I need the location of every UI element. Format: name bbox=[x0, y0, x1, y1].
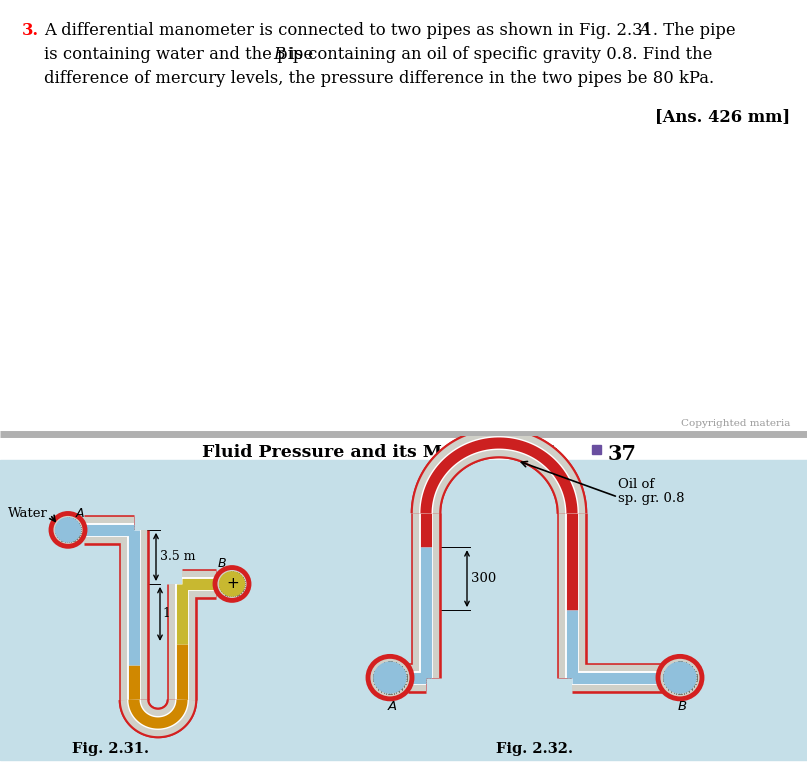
Text: +: + bbox=[227, 576, 240, 591]
Text: Fig. 2.31.: Fig. 2.31. bbox=[72, 742, 148, 756]
Text: 3.5 m: 3.5 m bbox=[160, 551, 195, 563]
Text: is containing water and the pipe: is containing water and the pipe bbox=[44, 46, 319, 63]
Circle shape bbox=[51, 513, 85, 546]
Text: Fluid Pressure and its Measurement: Fluid Pressure and its Measurement bbox=[203, 444, 558, 461]
Circle shape bbox=[368, 657, 412, 699]
Bar bbox=[0, 460, 807, 760]
Text: [Ans. 426 mm]: [Ans. 426 mm] bbox=[654, 108, 790, 125]
Text: h: h bbox=[132, 650, 141, 663]
Text: B: B bbox=[677, 700, 687, 713]
Text: 1 m: 1 m bbox=[163, 608, 186, 620]
Text: A differential manometer is connected to two pipes as shown in Fig. 2.31. The pi: A differential manometer is connected to… bbox=[44, 22, 741, 39]
Text: Water: Water bbox=[8, 507, 48, 520]
Circle shape bbox=[220, 572, 245, 596]
Circle shape bbox=[56, 518, 81, 542]
Text: Oil of: Oil of bbox=[618, 478, 654, 492]
Text: A: A bbox=[387, 700, 396, 713]
Text: B: B bbox=[273, 46, 285, 63]
Text: A: A bbox=[638, 22, 650, 39]
Circle shape bbox=[215, 568, 249, 601]
Bar bbox=[592, 445, 601, 453]
Text: A: A bbox=[76, 507, 85, 520]
Text: difference of mercury levels, the pressure difference in the two pipes be 80 kPa: difference of mercury levels, the pressu… bbox=[44, 70, 714, 87]
Text: Copyrighted materia: Copyrighted materia bbox=[680, 419, 790, 428]
Circle shape bbox=[658, 657, 702, 699]
Text: Fig. 2.32.: Fig. 2.32. bbox=[496, 742, 574, 756]
Text: 37: 37 bbox=[608, 444, 637, 464]
Text: is containing an oil of specific gravity 0.8. Find the: is containing an oil of specific gravity… bbox=[284, 46, 713, 63]
Text: sp. gr. 0.8: sp. gr. 0.8 bbox=[618, 492, 684, 505]
Text: 300: 300 bbox=[471, 572, 496, 585]
Text: B: B bbox=[218, 558, 227, 570]
Circle shape bbox=[664, 662, 696, 693]
Circle shape bbox=[374, 662, 406, 693]
Text: 3.: 3. bbox=[22, 22, 39, 39]
